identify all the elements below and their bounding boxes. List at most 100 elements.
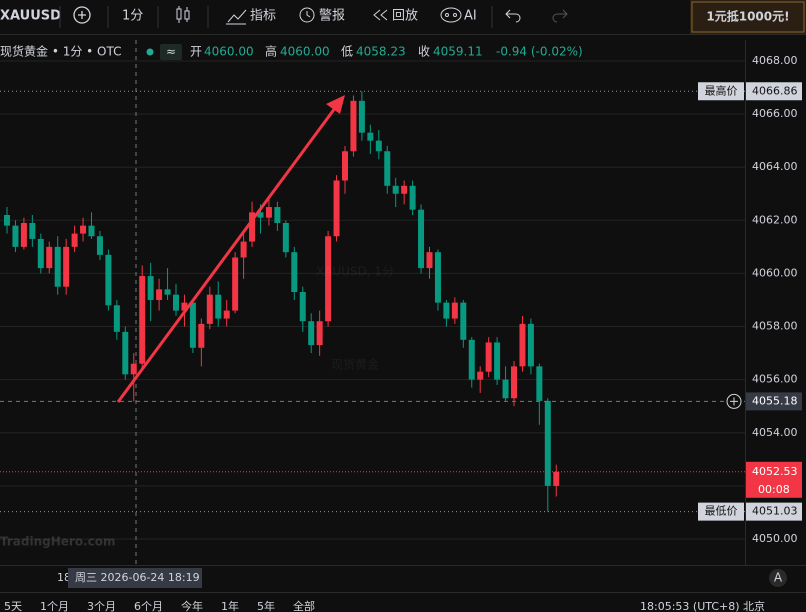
alerts[interactable]: 警报 (319, 8, 345, 24)
y-tick-label: 4058.00 (752, 320, 798, 333)
y-tick-label: 4050.00 (752, 532, 798, 545)
candle-body (274, 207, 281, 223)
candle-body (325, 236, 332, 322)
candle-body (418, 209, 425, 269)
candle-body (88, 225, 95, 237)
range-button[interactable]: 1个月 (40, 600, 69, 612)
candle-body (71, 233, 78, 247)
y-tick-label: 4066.00 (752, 107, 798, 120)
candle-body (215, 294, 222, 319)
status-badge (160, 44, 182, 60)
candle-body (511, 366, 517, 399)
candle-body (37, 238, 44, 269)
watermark-symbol: XAUUSD, 1分 (316, 265, 394, 279)
candle-body (223, 310, 230, 319)
legend-close: 4059.11 (433, 45, 483, 59)
candle-body (249, 212, 256, 242)
crosshair-price: 4055.18 (752, 394, 798, 407)
candle-body (291, 252, 298, 293)
range-button[interactable]: 5天 (4, 600, 22, 612)
y-tick-label: 4068.00 (752, 54, 798, 67)
candle-body (265, 207, 272, 218)
legend-open-label: 开 (190, 45, 202, 59)
crosshair-price-tag (746, 392, 802, 411)
candle-body (139, 276, 146, 364)
candle-body (282, 222, 289, 253)
candle-body (232, 257, 239, 311)
countdown: 00:08 (758, 483, 790, 496)
y-tick-label: 4054.00 (752, 426, 798, 439)
crosshair-plus-icon (730, 397, 738, 406)
time-crosshair-label: 周三 2026-06-24 18:19 (75, 571, 200, 584)
marker-label: 最高价 (705, 83, 738, 97)
candle-body (240, 241, 247, 258)
range-button[interactable]: 今年 (181, 599, 203, 612)
undo[interactable] (505, 9, 521, 23)
promo-text: 1元抵1000元! (706, 9, 789, 24)
plot-area: 4050.004052.004054.004056.004058.004060.… (0, 40, 802, 565)
replay[interactable]: 回放 (392, 9, 418, 24)
candle-body (12, 225, 19, 247)
symbol[interactable]: XAUUSD (0, 9, 61, 24)
candle-body (477, 371, 484, 380)
interval[interactable]: 1分 (122, 9, 143, 24)
redo[interactable] (552, 9, 568, 23)
legend-high: 4060.00 (280, 45, 330, 59)
candle-body (147, 276, 154, 300)
candle-body (173, 294, 179, 311)
candle-body (468, 339, 475, 380)
alerts-icon[interactable] (299, 7, 315, 23)
add-symbol[interactable] (73, 6, 91, 24)
candle-body (384, 151, 391, 186)
candle-body (443, 302, 450, 319)
candle-body (96, 236, 103, 255)
candle-body (46, 246, 53, 269)
range-button[interactable]: 3个月 (87, 600, 116, 612)
candle-body (63, 246, 70, 287)
range-button[interactable]: 1年 (221, 599, 239, 612)
candle-body (29, 222, 36, 239)
arrow-annotation (116, 95, 345, 403)
candle-body (122, 331, 129, 375)
candle-body (299, 292, 306, 322)
time-tick: 18 (57, 571, 71, 584)
candle-body (434, 252, 441, 303)
candle-body (333, 180, 340, 237)
candle-body (113, 305, 120, 332)
ai-icon[interactable] (440, 7, 462, 23)
candle-body (342, 151, 348, 181)
candle-body (308, 321, 315, 346)
candle-body (350, 100, 357, 152)
legend-open: 4060.00 (204, 45, 254, 59)
marker-price: 4066.86 (752, 84, 798, 97)
marker-price: 4051.03 (752, 505, 798, 518)
candle-body (105, 254, 112, 306)
candle-body (164, 289, 171, 295)
candle-body (257, 212, 264, 218)
candle-body (519, 323, 526, 367)
range-button[interactable]: 全部 (293, 599, 315, 612)
legend-title: 现货黄金 • 1分 • OTC (0, 44, 122, 59)
indicators[interactable]: 指标 (250, 9, 276, 24)
candle-body (130, 363, 137, 375)
range-button[interactable]: 5年 (257, 599, 275, 612)
clock: 18:05:53 (UTC+8) 北京 (640, 599, 765, 612)
candle-body (367, 132, 374, 141)
range-button[interactable]: 6个月 (134, 600, 163, 612)
candle-body (181, 302, 188, 311)
candle-body (392, 185, 399, 194)
candle-body (451, 302, 458, 319)
auto-scale[interactable]: A (769, 569, 787, 587)
candle-body (460, 302, 467, 340)
candle-body (401, 185, 408, 194)
candle-body (206, 294, 213, 324)
ai[interactable]: AI (464, 9, 477, 24)
y-tick-label: 4062.00 (752, 213, 798, 226)
replay-icon[interactable] (373, 9, 388, 21)
chart-type[interactable] (176, 6, 190, 23)
indicators-icon[interactable] (226, 9, 247, 25)
candle-body (553, 471, 560, 486)
marker-tag (698, 82, 744, 101)
promo-banner[interactable]: 1元抵1000元! (690, 0, 806, 34)
